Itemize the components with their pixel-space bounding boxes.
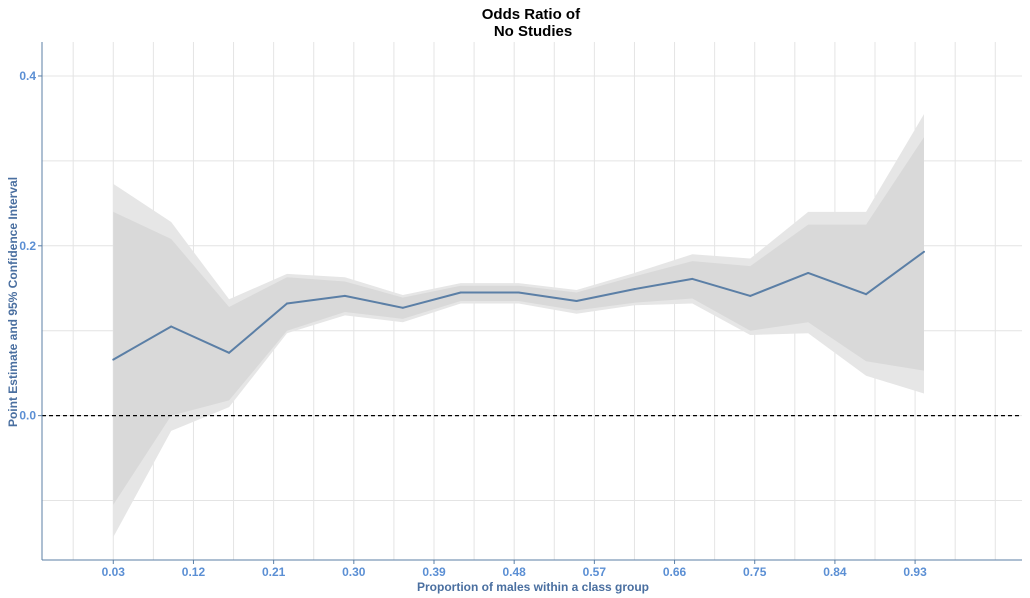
estimate-point xyxy=(112,358,115,361)
estimate-point xyxy=(459,291,462,294)
estimate-point xyxy=(923,250,925,253)
estimate-point xyxy=(170,325,173,328)
x-tick-label: 0.30 xyxy=(342,565,366,579)
chart-title-line-2: No Studies xyxy=(494,23,572,40)
estimate-point xyxy=(633,288,636,291)
x-tick-label: 0.75 xyxy=(743,565,767,579)
tick-labels: 0.03 0.12 0.21 0.30 0.39 0.48 0.57 0.66 0.75 0.84… xyxy=(19,69,927,579)
x-tick-label: 0.39 xyxy=(422,565,446,579)
y-tick-label: 0.2 xyxy=(19,239,36,253)
x-tick-label: 0.48 xyxy=(503,565,527,579)
y-axis-title: Point Estimate and 95% Confidence Interv… xyxy=(6,177,20,427)
confidence-bands xyxy=(113,114,925,538)
x-axis-title: Proportion of males within a class group xyxy=(417,580,649,594)
axes xyxy=(38,42,1022,564)
estimate-point xyxy=(865,293,868,296)
estimate-point xyxy=(401,306,404,309)
x-tick-label: 0.57 xyxy=(583,565,607,579)
estimate-point xyxy=(517,291,520,294)
x-tick-label: 0.93 xyxy=(903,565,927,579)
estimate-point xyxy=(749,294,752,297)
x-tick-label: 0.84 xyxy=(823,565,847,579)
estimate-point xyxy=(691,277,694,280)
x-tick-label: 0.21 xyxy=(262,565,286,579)
estimate-point xyxy=(228,351,231,354)
x-tick-label: 0.03 xyxy=(102,565,126,579)
estimate-point xyxy=(575,300,578,302)
estimate-point xyxy=(286,302,288,305)
x-tick-label: 0.12 xyxy=(182,565,206,579)
y-tick-label: 0.4 xyxy=(19,69,36,83)
y-tick-label: 0.0 xyxy=(19,409,36,423)
estimate-point xyxy=(343,294,346,297)
estimate-point xyxy=(807,271,810,274)
x-tick-label: 0.66 xyxy=(663,565,687,579)
chart-title: Odds Ratio of No Studies xyxy=(482,6,585,40)
chart-title-line-1: Odds Ratio of xyxy=(482,6,581,23)
confidence-band-inner xyxy=(113,137,925,505)
estimate-series xyxy=(42,250,1022,417)
